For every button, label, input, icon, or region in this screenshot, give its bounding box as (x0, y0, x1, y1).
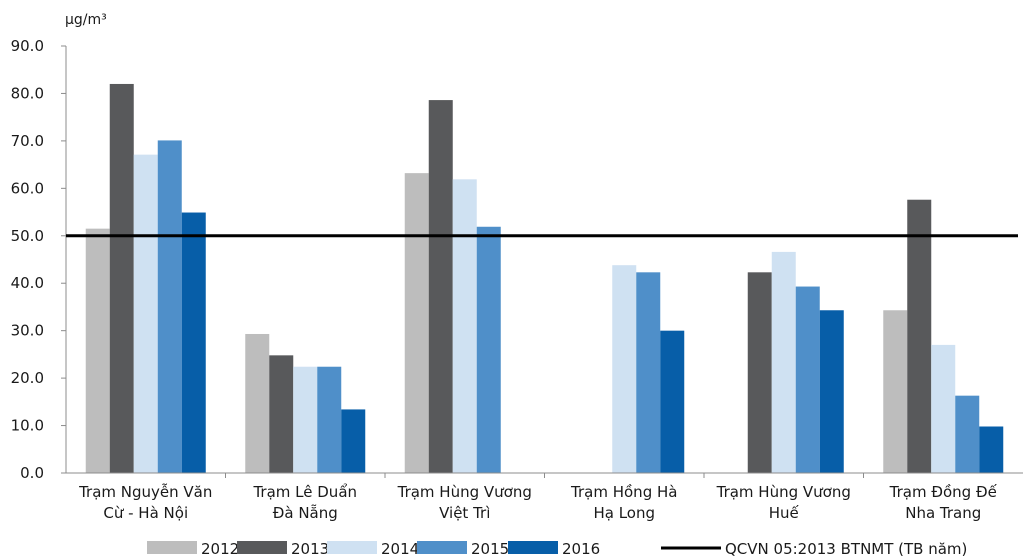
y-tick-label: 0.0 (20, 464, 44, 482)
x-tick-label: Nha Trang (905, 504, 981, 522)
bar-2015 (317, 367, 341, 473)
bar-2015 (955, 396, 979, 473)
y-unit-label: µg/m³ (65, 12, 107, 28)
legend-label-2016: 2016 (562, 540, 600, 558)
bar-2015 (477, 227, 501, 473)
y-axis: 0.0 10.0 20.0 30.0 40.0 50.0 60.0 70.0 80.0 90.0 (11, 37, 66, 482)
y-tick-label: 30.0 (11, 322, 44, 340)
legend-label-reference-line: QCVN 05:2013 BTNMT (TB năm) (725, 540, 967, 558)
legend-swatch-2015 (417, 541, 467, 554)
bar-2013 (269, 355, 293, 473)
y-tick-label: 20.0 (11, 369, 44, 387)
bar-2014 (772, 252, 796, 473)
bar-2012 (883, 310, 907, 473)
y-tick-label: 70.0 (11, 132, 44, 150)
x-tick-label: Trạm Hồng Hà (570, 483, 677, 501)
legend-label-2013: 2013 (291, 540, 329, 558)
bar-2013 (748, 272, 772, 473)
bar-2013 (429, 100, 453, 473)
bar-2015 (158, 140, 182, 473)
bar-2014 (612, 265, 636, 473)
x-tick-label: Cừ - Hà Nội (103, 504, 188, 522)
legend-label-2015: 2015 (471, 540, 509, 558)
bar-2016 (979, 427, 1003, 473)
bar-2014 (293, 367, 317, 473)
x-tick-label: Huế (769, 504, 800, 522)
bar-2016 (660, 331, 684, 473)
bar-2015 (636, 272, 660, 473)
bar-2016 (182, 213, 206, 473)
x-tick-label: Đà Nẵng (273, 504, 338, 522)
legend-swatch-2013 (237, 541, 287, 554)
x-tick-label: Việt Trì (439, 504, 490, 522)
y-tick-label: 10.0 (11, 417, 44, 435)
bar-2013 (907, 200, 931, 473)
x-tick-label: Hạ Long (593, 504, 655, 522)
legend: 2012 2013 2014 2015 2016 QCVN 05:2013 BTNMT (… (147, 540, 967, 558)
legend-swatch-2012 (147, 541, 197, 554)
bar-2012 (405, 173, 429, 473)
x-tick-label: Trạm Hùng Vương (397, 483, 532, 501)
bar-2012 (245, 334, 269, 473)
y-tick-label: 90.0 (11, 37, 44, 55)
legend-swatch-2016 (508, 541, 558, 554)
bar-2013 (110, 84, 134, 473)
bar-2016 (820, 310, 844, 473)
x-tick-label: Trạm Hùng Vương (716, 483, 851, 501)
bars (86, 84, 1004, 473)
legend-swatch-2014 (327, 541, 377, 554)
x-tick-label: Trạm Nguyễn Văn (78, 483, 212, 501)
bar-2014 (134, 155, 158, 473)
y-tick-label: 60.0 (11, 179, 44, 197)
x-axis: Trạm Nguyễn Văn Cừ - Hà Nội Trạm Lê Duẩn Đà… (66, 473, 1023, 522)
bar-2012 (86, 229, 110, 473)
bar-2015 (796, 287, 820, 473)
y-tick-label: 80.0 (11, 84, 44, 102)
bar-2014 (931, 345, 955, 473)
legend-label-2012: 2012 (201, 540, 239, 558)
bar-2016 (341, 409, 365, 473)
bar-2014 (453, 179, 477, 473)
y-tick-label: 40.0 (11, 274, 44, 292)
x-tick-label: Trạm Lê Duẩn (252, 483, 357, 501)
y-tick-label: 50.0 (11, 227, 44, 245)
legend-label-2014: 2014 (381, 540, 419, 558)
x-tick-label: Trạm Đồng Đế (889, 483, 998, 501)
